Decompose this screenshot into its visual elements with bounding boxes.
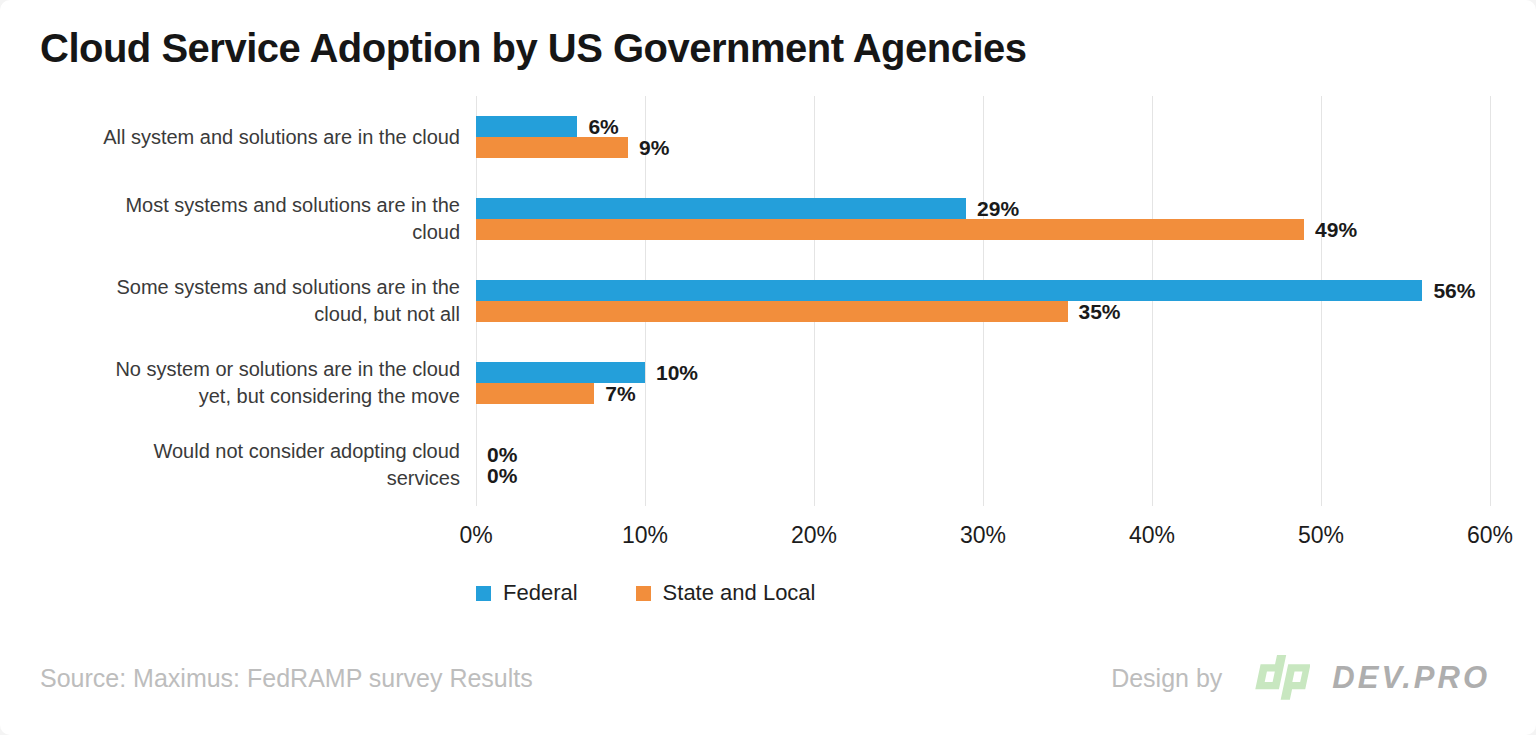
bar-line: 49% bbox=[476, 219, 1490, 240]
bar-value-label: 6% bbox=[588, 115, 618, 139]
design-by-text: Design by bbox=[1111, 664, 1222, 693]
category-label: Some systems and solutions are in theclo… bbox=[40, 260, 460, 342]
x-axis-tick-label: 30% bbox=[960, 522, 1006, 549]
bar-line: 9% bbox=[476, 137, 1490, 158]
bar-value-label: 29% bbox=[977, 197, 1019, 221]
x-axis-tick-label: 20% bbox=[791, 522, 837, 549]
legend-swatch bbox=[476, 586, 491, 601]
x-axis-tick-label: 0% bbox=[459, 522, 492, 549]
bar-line: 35% bbox=[476, 301, 1490, 322]
footer: Source: Maximus: FedRAMP survey Results … bbox=[40, 650, 1490, 706]
chart-title: Cloud Service Adoption by US Government … bbox=[40, 26, 1490, 71]
state-and-local-bar bbox=[476, 301, 1068, 322]
federal-bar bbox=[476, 362, 645, 383]
category-label-line: Some systems and solutions are in the bbox=[116, 274, 460, 301]
legend-item: Federal bbox=[476, 580, 578, 606]
category-label-line: cloud, but not all bbox=[314, 301, 460, 328]
bar-line: 56% bbox=[476, 280, 1490, 301]
bar-value-label: 56% bbox=[1433, 279, 1475, 303]
bar-chart: All system and solutions are in the clou… bbox=[40, 96, 1490, 606]
federal-bar bbox=[476, 280, 1422, 301]
bar-value-label: 9% bbox=[639, 136, 669, 160]
bar-value-label: 0% bbox=[487, 464, 517, 488]
federal-bar bbox=[476, 116, 577, 137]
category-row: Would not consider adopting cloudservice… bbox=[40, 424, 1490, 506]
state-and-local-bar bbox=[476, 137, 628, 158]
design-credit: Design by DEV.PRO bbox=[1111, 655, 1490, 701]
infographic-canvas: Cloud Service Adoption by US Government … bbox=[0, 0, 1536, 735]
bar-value-label: 35% bbox=[1079, 300, 1121, 324]
state-and-local-bar bbox=[476, 383, 594, 404]
category-row: Most systems and solutions are in theclo… bbox=[40, 178, 1490, 260]
bar-line: 7% bbox=[476, 383, 1490, 404]
bar-value-label: 10% bbox=[656, 361, 698, 385]
x-axis-tick-label: 10% bbox=[622, 522, 668, 549]
category-label-line: yet, but considering the move bbox=[199, 383, 460, 410]
bar-group: 0%0% bbox=[476, 424, 1490, 506]
source-text: Source: Maximus: FedRAMP survey Results bbox=[40, 664, 533, 693]
bar-group: 56% 35% bbox=[476, 260, 1490, 342]
category-label-line: No system or solutions are in the cloud bbox=[115, 356, 460, 383]
legend-label: State and Local bbox=[663, 580, 816, 606]
category-row: No system or solutions are in the cloudy… bbox=[40, 342, 1490, 424]
bar-line: 10% bbox=[476, 362, 1490, 383]
gridline bbox=[1490, 96, 1491, 506]
bar-line: 6% bbox=[476, 116, 1490, 137]
legend-swatch bbox=[636, 586, 651, 601]
category-label-line: All system and solutions are in the clou… bbox=[103, 124, 460, 151]
category-label: Would not consider adopting cloudservice… bbox=[40, 424, 460, 506]
category-label-line: services bbox=[387, 465, 460, 492]
legend-item: State and Local bbox=[636, 580, 816, 606]
devpro-dp-logo-icon bbox=[1244, 655, 1310, 701]
legend-label: Federal bbox=[503, 580, 578, 606]
x-axis-tick-label: 50% bbox=[1298, 522, 1344, 549]
plot-rows: All system and solutions are in the clou… bbox=[40, 96, 1490, 506]
x-axis-tick-label: 40% bbox=[1129, 522, 1175, 549]
bar-group: 29% 49% bbox=[476, 178, 1490, 260]
state-and-local-bar bbox=[476, 219, 1304, 240]
bar-line: 29% bbox=[476, 198, 1490, 219]
category-label: Most systems and solutions are in theclo… bbox=[40, 178, 460, 260]
category-label: No system or solutions are in the cloudy… bbox=[40, 342, 460, 424]
x-axis-tick-label: 60% bbox=[1467, 522, 1513, 549]
bar-group: 6% 9% bbox=[476, 96, 1490, 178]
category-row: All system and solutions are in the clou… bbox=[40, 96, 1490, 178]
category-row: Some systems and solutions are in theclo… bbox=[40, 260, 1490, 342]
plot-area: All system and solutions are in the clou… bbox=[40, 96, 1490, 506]
federal-bar bbox=[476, 198, 966, 219]
x-axis: 0%10%20%30%40%50%60% bbox=[476, 506, 1490, 554]
bar-group: 10% 7% bbox=[476, 342, 1490, 424]
category-label-line: Most systems and solutions are in the bbox=[125, 192, 460, 219]
bar-value-label: 7% bbox=[605, 382, 635, 406]
category-label-line: Would not consider adopting cloud bbox=[153, 438, 460, 465]
category-label: All system and solutions are in the clou… bbox=[40, 96, 460, 178]
category-label-line: cloud bbox=[412, 219, 460, 246]
devpro-wordmark: DEV.PRO bbox=[1332, 660, 1490, 696]
bar-line: 0% bbox=[476, 465, 1490, 486]
bar-value-label: 49% bbox=[1315, 218, 1357, 242]
bar-line: 0% bbox=[476, 444, 1490, 465]
legend: Federal State and Local bbox=[476, 580, 1490, 606]
